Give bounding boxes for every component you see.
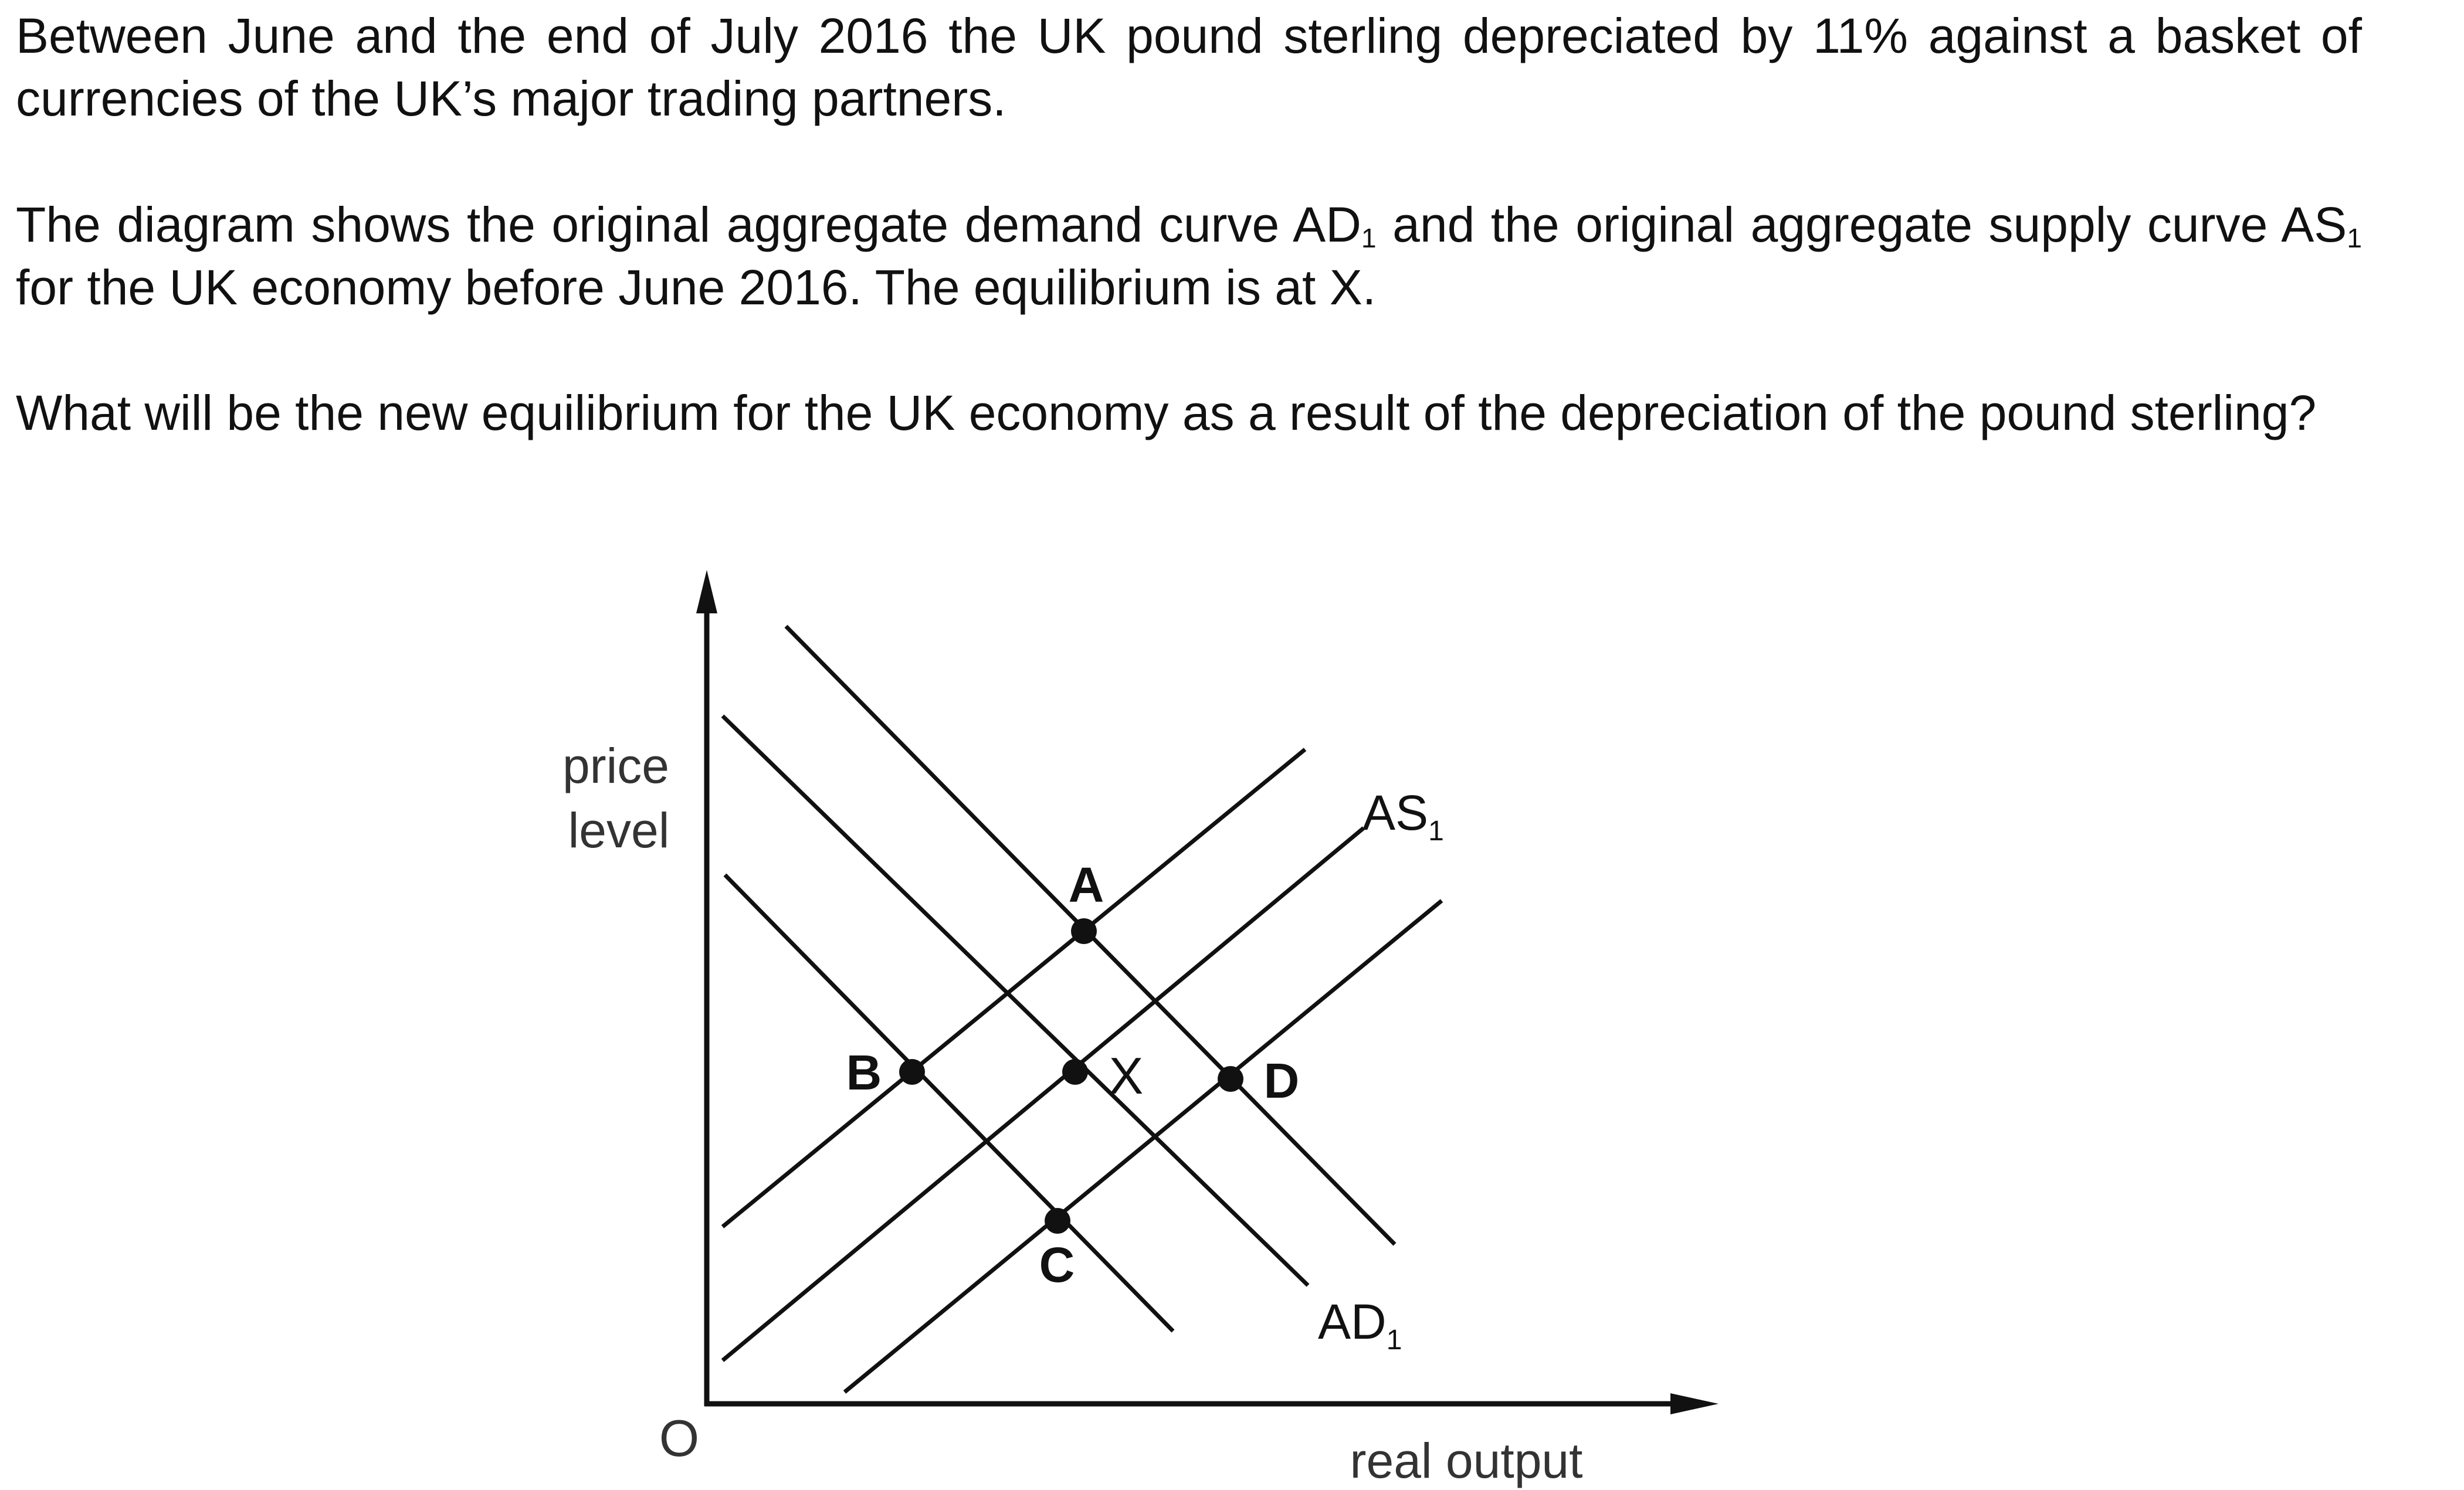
- ad1-curve: [721, 714, 1310, 1287]
- as1-label-main: AS: [1363, 785, 1428, 840]
- point-d-marker: [1218, 1066, 1243, 1092]
- as1-label: AS1: [1363, 785, 1444, 847]
- as-curve-lower: [843, 899, 1443, 1394]
- point-d-label: D: [1264, 1053, 1300, 1108]
- paragraph-2-text-b: and the original aggregate supply curve …: [1376, 197, 2347, 252]
- point-b-label: B: [846, 1045, 882, 1100]
- x-axis-label: real output: [1350, 1433, 1583, 1488]
- question-paragraph-3: What will be the new equilibrium for the…: [16, 385, 2317, 440]
- x-axis-arrowhead: [1670, 1393, 1719, 1414]
- ad1-label-main: AD: [1318, 1294, 1387, 1349]
- y-axis-label-line-1: price: [562, 738, 669, 793]
- point-x-label: X: [1109, 1047, 1144, 1105]
- ad-curve-left: [723, 873, 1175, 1333]
- ad1-label-subscript: 1: [1387, 1325, 1402, 1356]
- point-c-marker: [1045, 1208, 1070, 1234]
- paragraph-2-subscript-a: 1: [1361, 223, 1377, 254]
- paragraph-2-text-c: for the UK economy before June 2016. The…: [16, 260, 1377, 315]
- ad1-label: AD1: [1318, 1294, 1402, 1356]
- point-a-marker: [1071, 918, 1097, 944]
- question-paragraph-1: Between June and the end of July 2016 th…: [16, 8, 2362, 126]
- as1-curve: [721, 826, 1365, 1362]
- point-c-label: C: [1039, 1237, 1075, 1292]
- point-b-marker: [899, 1059, 925, 1085]
- point-a-label: A: [1069, 857, 1104, 912]
- question-paragraph-2: The diagram shows the original aggregate…: [16, 194, 2362, 319]
- point-x-marker: [1062, 1059, 1088, 1085]
- paragraph-2-subscript-b: 1: [2347, 223, 2362, 254]
- y-axis-label-line-2: level: [568, 803, 670, 858]
- paragraph-2-text-a: The diagram shows the original aggregate…: [16, 197, 1361, 252]
- y-axis-arrowhead: [696, 570, 717, 613]
- origin-label: O: [659, 1409, 699, 1467]
- as-curve-upper: [721, 748, 1307, 1228]
- as1-label-subscript: 1: [1428, 816, 1444, 847]
